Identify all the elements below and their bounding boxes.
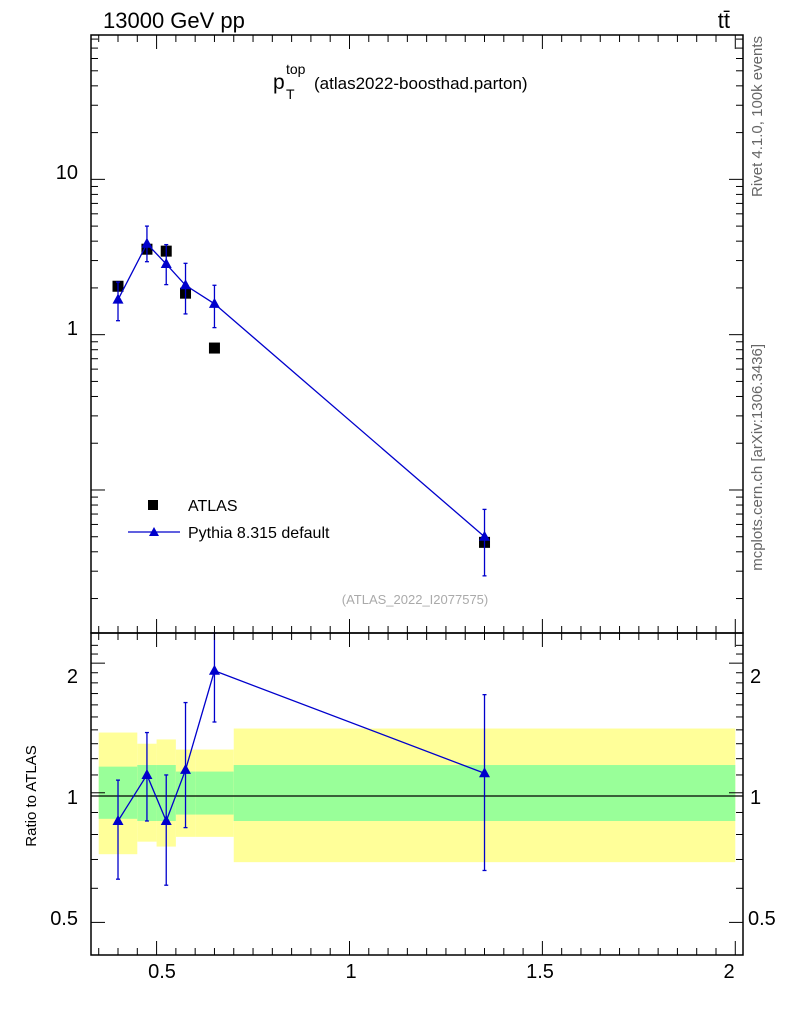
legend-pythia-label: Pythia 8.315 default	[188, 525, 330, 542]
ratio-data-point	[208, 664, 220, 675]
ratio-band-inner	[195, 771, 234, 815]
xtick-label-0.5: 0.5	[148, 961, 176, 983]
ratio-ytick-left-2: 2	[67, 666, 78, 688]
ratio-xtick-labels: 0.5 1 1.5 2	[148, 961, 734, 983]
ratio-data-point	[160, 814, 172, 825]
pythia-data-point	[160, 258, 172, 269]
ratio-ytick-left-0.5: 0.5	[50, 908, 78, 930]
ratio-uncertainty-bands	[98, 728, 736, 863]
main-frame	[90, 34, 744, 634]
ratio-frame	[90, 632, 744, 956]
title-subscript: T	[286, 86, 295, 102]
ratio-ytick-right-2: 2	[750, 666, 761, 688]
ratio-data-point	[180, 763, 192, 774]
xtick-label-1.5: 1.5	[526, 961, 554, 983]
side-text-rivet: Rivet 4.1.0, 100k events	[749, 36, 766, 197]
pythia-series-line	[117, 242, 485, 538]
ytick-label-1: 1	[67, 318, 78, 340]
xtick-label-2: 2	[723, 961, 734, 983]
ratio-ylabel: Ratio to ATLAS	[23, 745, 40, 846]
ratio-data-point	[141, 768, 153, 779]
pythia-data-point	[141, 237, 153, 248]
pythia-data-point	[112, 293, 124, 304]
main-panel: 10 1 p T top (atlas2022-boosthad.parton)…	[56, 34, 744, 634]
pythia-data-point	[479, 530, 491, 541]
xtick-label-1: 1	[345, 961, 356, 983]
chart-title: p T top (atlas2022-boosthad.parton)	[273, 61, 528, 102]
pythia-data-point	[208, 297, 220, 308]
main-tick-labels: 10 1	[56, 162, 78, 340]
main-axis-ticks	[91, 35, 743, 633]
title-superscript: top	[286, 61, 306, 77]
ratio-data-point	[112, 814, 124, 825]
legend-pythia-marker	[149, 527, 159, 536]
header-right-label: tt̄	[718, 8, 730, 33]
title-rest: (atlas2022-boosthad.parton)	[314, 74, 528, 93]
legend-atlas-label: ATLAS	[188, 498, 238, 515]
ratio-data-point	[479, 767, 491, 778]
ratio-panel: 2 1 0.5 2 1 0.5 0.5 1 1.5 2 Ratio to ATL…	[23, 632, 776, 983]
analysis-watermark: (ATLAS_2022_I2077575)	[342, 592, 488, 607]
ratio-ytick-right-1: 1	[750, 787, 761, 809]
legend-atlas-marker	[148, 500, 158, 510]
ratio-ytick-labels: 2 1 0.5 2 1 0.5	[50, 666, 776, 930]
ratio-ytick-right-0.5: 0.5	[748, 908, 776, 930]
title-main: p	[273, 71, 285, 94]
ratio-axis-ticks	[91, 633, 743, 955]
main-series-layer	[112, 225, 491, 577]
side-text-mcplots: mcplots.cern.ch [arXiv:1306.3436]	[749, 344, 766, 571]
header-left-label: 13000 GeV pp	[103, 8, 245, 33]
ytick-label-10: 10	[56, 162, 78, 184]
ratio-series-line	[117, 669, 485, 823]
legend: ATLAS Pythia 8.315 default	[128, 498, 330, 542]
ratio-ytick-left-1: 1	[67, 787, 78, 809]
atlas-data-point	[208, 342, 220, 354]
pythia-data-point	[180, 279, 192, 290]
ratio-series-layer	[112, 632, 491, 886]
